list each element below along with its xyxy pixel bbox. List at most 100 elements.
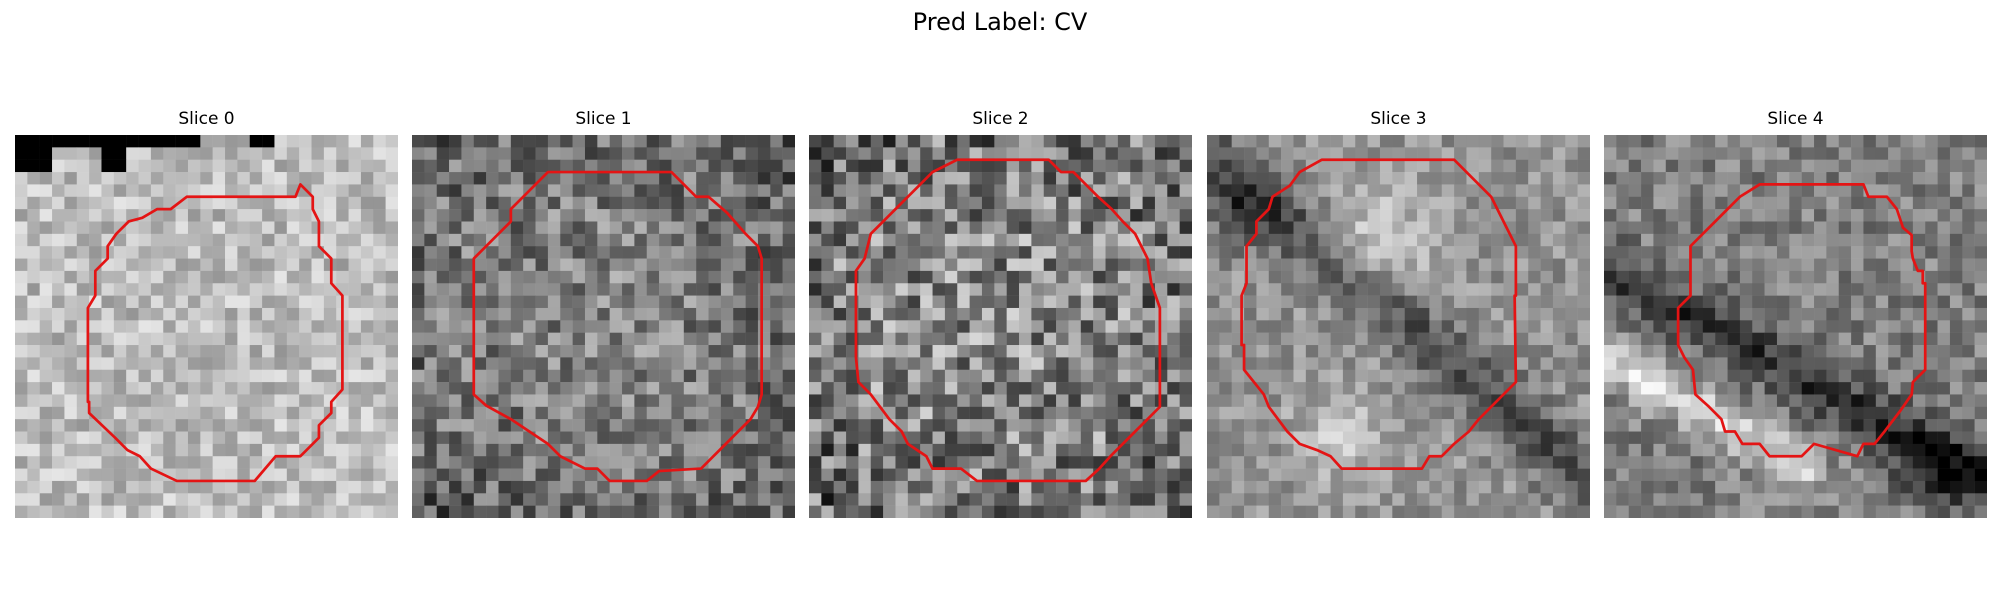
pixel-cell (1154, 443, 1168, 457)
pixel-cell (671, 345, 685, 358)
pixel-cell (1764, 258, 1778, 272)
pixel-cell (473, 147, 487, 160)
pixel-cell (1801, 369, 1815, 383)
pixel-cell (560, 480, 573, 494)
pixel-cell (969, 307, 983, 321)
pixel-cell (1604, 419, 1617, 432)
pixel-cell (609, 480, 623, 494)
pixel-cell (101, 369, 115, 383)
pixel-cell (1962, 233, 1975, 247)
pixel-cell (1577, 221, 1590, 235)
pixel-cell (1006, 147, 1020, 160)
pixel-cell (1715, 480, 1728, 494)
pixel-cell (27, 443, 40, 457)
pixel-cell (1305, 332, 1319, 346)
pixel-cell (1900, 209, 1914, 222)
pixel-cell (1678, 135, 1691, 148)
pixel-cell (225, 332, 238, 346)
pixel-cell (883, 270, 896, 284)
pixel-cell (870, 233, 884, 247)
pixel-cell (360, 493, 374, 506)
pixel-cell (449, 332, 462, 346)
pixel-cell (1715, 184, 1728, 198)
pixel-cell (1565, 345, 1578, 358)
pixel-cell (1207, 456, 1220, 469)
pixel-cell (187, 295, 201, 309)
pixel-cell (1454, 196, 1467, 210)
pixel-cell (486, 209, 499, 222)
pixel-cell (1900, 196, 1914, 210)
pixel-cell (1268, 468, 1282, 482)
pixel-cell (1293, 196, 1307, 210)
pixel-cell (1851, 345, 1864, 358)
pixel-cell (560, 196, 573, 210)
pixel-cell (1429, 295, 1442, 309)
pixel-cell (1925, 295, 1938, 309)
pixel-cell (385, 431, 398, 445)
pixel-cell (969, 419, 983, 432)
pixel-cell (52, 221, 65, 235)
pixel-cell (1318, 431, 1331, 445)
pixel-cell (126, 233, 139, 247)
pixel-cell (883, 283, 896, 296)
pixel-cell (646, 480, 660, 494)
pixel-cell (436, 270, 450, 284)
pixel-cell (1653, 394, 1667, 408)
pixel-cell (1962, 184, 1975, 198)
pixel-cell (1318, 159, 1331, 173)
pixel-cell (883, 369, 896, 383)
pixel-cell (1565, 431, 1578, 445)
pixel-cell (1690, 159, 1704, 173)
pixel-cell (311, 406, 325, 420)
pixel-cell (1355, 345, 1368, 358)
pixel-cell (1690, 431, 1704, 445)
pixel-cell (745, 505, 759, 518)
pixel-cell (175, 456, 189, 469)
pixel-cell (572, 283, 586, 296)
pixel-cell (932, 369, 946, 383)
pixel-cell (126, 369, 139, 383)
pixel-cell (1962, 246, 1975, 259)
pixel-cell (1925, 382, 1938, 395)
pixel-cell (1900, 406, 1914, 420)
pixel-cell (523, 382, 536, 395)
pixel-cell (138, 443, 152, 457)
pixel-cell (150, 172, 164, 185)
pixel-cell (39, 221, 53, 235)
pixel-cell (895, 382, 909, 395)
pixel-cell (150, 394, 164, 408)
pixel-cell (833, 480, 847, 494)
pixel-cell (833, 270, 847, 284)
pixel-cell (486, 493, 499, 506)
pixel-cell (1739, 357, 1753, 370)
pixel-cell (584, 184, 598, 198)
pixel-cell (1641, 406, 1654, 420)
pixel-cell (1105, 246, 1119, 259)
pixel-cell (1604, 246, 1617, 259)
pixel-cell (547, 394, 561, 408)
pixel-cell (1207, 394, 1220, 408)
pixel-cell (225, 184, 238, 198)
pixel-cell (1179, 270, 1192, 284)
pixel-cell (225, 419, 238, 432)
pixel-cell (1031, 505, 1044, 518)
pixel-cell (323, 184, 337, 198)
pixel-cell (27, 505, 40, 518)
pixel-cell (994, 221, 1007, 235)
pixel-cell (461, 246, 475, 259)
slice-panel-0: Slice 0 (15, 108, 398, 518)
pixel-cell (1019, 258, 1032, 272)
pixel-cell (461, 221, 475, 235)
pixel-cell (733, 307, 746, 321)
pixel-cell (535, 135, 549, 148)
pixel-cell (348, 382, 362, 395)
pixel-cell (311, 135, 325, 148)
pixel-cell (1503, 209, 1517, 222)
pixel-cell (1764, 394, 1778, 408)
pixel-cell (1478, 258, 1492, 272)
pixel-cell (708, 320, 722, 333)
pixel-cell (1974, 221, 1987, 235)
pixel-cell (274, 184, 288, 198)
pixel-cell (360, 307, 374, 321)
pixel-cell (436, 209, 450, 222)
